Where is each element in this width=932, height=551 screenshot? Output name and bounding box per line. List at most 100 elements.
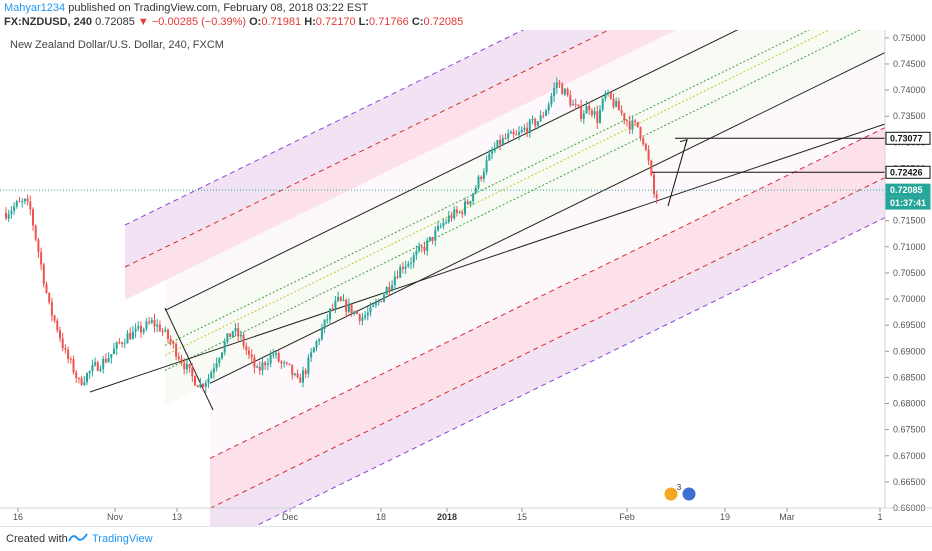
candle-body <box>215 363 218 369</box>
candle-body <box>393 276 396 286</box>
level-label-text: 0.73077 <box>890 133 923 143</box>
candle-body <box>374 302 377 306</box>
candle-body <box>491 151 493 154</box>
candle-body <box>426 240 429 251</box>
candle-body <box>226 333 229 342</box>
candle-body <box>361 317 364 321</box>
candle-body <box>107 357 110 363</box>
candle-body <box>356 311 358 315</box>
candle-body <box>569 95 572 106</box>
candle-body <box>469 201 472 205</box>
level-label-text: 0.72426 <box>890 167 923 177</box>
candle-body <box>285 362 288 364</box>
candle-body <box>61 338 64 349</box>
candle-body <box>647 149 650 161</box>
price-tick-label: 0.71000 <box>893 242 926 252</box>
candle-body <box>239 334 242 337</box>
candle-body <box>7 214 10 219</box>
level-label-box <box>885 165 931 179</box>
level-label-box <box>885 183 931 197</box>
candle-body <box>550 96 553 105</box>
candle-body <box>91 365 94 372</box>
high-value: 0.72170 <box>315 16 356 28</box>
author-link[interactable]: Mahyar1234 <box>4 2 66 14</box>
published-text: published on TradingView.com, February 0… <box>68 2 369 14</box>
low-value: 0.71766 <box>369 16 409 28</box>
level-label-text: 0.72085 <box>890 185 923 195</box>
tradingview-brand-link[interactable]: TradingView <box>92 533 153 545</box>
candle-body <box>423 246 426 251</box>
high-label: H: <box>304 16 316 28</box>
candle-body <box>291 364 294 376</box>
inner-lower-band <box>210 52 885 459</box>
candle-body <box>99 369 102 371</box>
price-chart[interactable]: New Zealand Dollar/U.S. Dollar, 240, FXC… <box>0 30 932 526</box>
level-label-box <box>885 131 931 145</box>
outer-lower-band <box>210 177 885 526</box>
trendline-main <box>89 123 886 393</box>
candle-body <box>458 212 461 214</box>
candle-body <box>204 382 207 387</box>
event-flag-icon[interactable] <box>681 486 697 502</box>
time-axis[interactable]: 16 Nov 13 Dec 18 2018 15 Feb 19 Mar 1 <box>13 508 883 522</box>
candle-body <box>26 198 29 202</box>
candle-body <box>242 334 245 347</box>
candle-body <box>450 215 453 219</box>
candle-body <box>342 299 345 301</box>
median-line-green-2 <box>164 30 861 371</box>
calendar-events[interactable]: 3 <box>663 483 697 502</box>
candle-body <box>185 363 188 370</box>
candle-body <box>442 222 445 227</box>
tradingview-logo-icon[interactable] <box>68 531 88 545</box>
candle-body <box>609 92 612 99</box>
candle-body <box>67 349 70 359</box>
close-value: 0.72085 <box>423 16 464 28</box>
candle-body <box>72 359 75 373</box>
created-with-text: Created with <box>6 533 68 545</box>
candle-body <box>175 343 178 357</box>
candle-body <box>269 354 272 364</box>
chart-background <box>0 30 932 526</box>
price-tick-label: 0.71500 <box>893 216 926 226</box>
outer-upper-line <box>124 30 525 226</box>
candle-body <box>218 358 221 364</box>
candle-body <box>507 133 510 139</box>
candle-body <box>561 84 564 95</box>
candle-body <box>347 304 350 312</box>
time-tick-label: 15 <box>517 512 527 522</box>
candle-body <box>199 384 202 388</box>
candle-body <box>372 305 375 307</box>
candle-body <box>501 138 504 145</box>
candle-body <box>509 131 512 134</box>
candle-body <box>21 201 24 203</box>
candlestick-series <box>5 77 658 394</box>
candle-body <box>545 110 547 116</box>
price-tick-label: 0.69000 <box>893 346 926 356</box>
candle-body <box>50 302 53 316</box>
candle-body <box>86 373 88 383</box>
candle-body <box>212 368 215 373</box>
candle-body <box>77 378 80 380</box>
candle-body <box>202 384 205 387</box>
candle-body <box>53 315 56 321</box>
event-flag-icon[interactable] <box>663 486 679 502</box>
time-tick-label: 13 <box>172 512 182 522</box>
candle-body <box>110 354 113 358</box>
candle-body <box>261 362 264 371</box>
candle-body <box>329 308 331 320</box>
candle-body <box>234 328 237 332</box>
candle-body <box>480 176 483 179</box>
candle-body <box>337 296 340 301</box>
candle-body <box>104 358 107 363</box>
candle-body <box>310 352 313 358</box>
candle-body <box>183 363 186 370</box>
candle-body <box>401 266 404 269</box>
open-value: 0.71981 <box>261 16 302 28</box>
candle-body <box>518 132 520 135</box>
candle-body <box>172 342 175 344</box>
candle-body <box>607 92 610 94</box>
candle-body <box>566 88 569 96</box>
candle-body <box>191 367 194 377</box>
candle-body <box>177 356 180 360</box>
pitchfork-channels <box>0 30 886 526</box>
